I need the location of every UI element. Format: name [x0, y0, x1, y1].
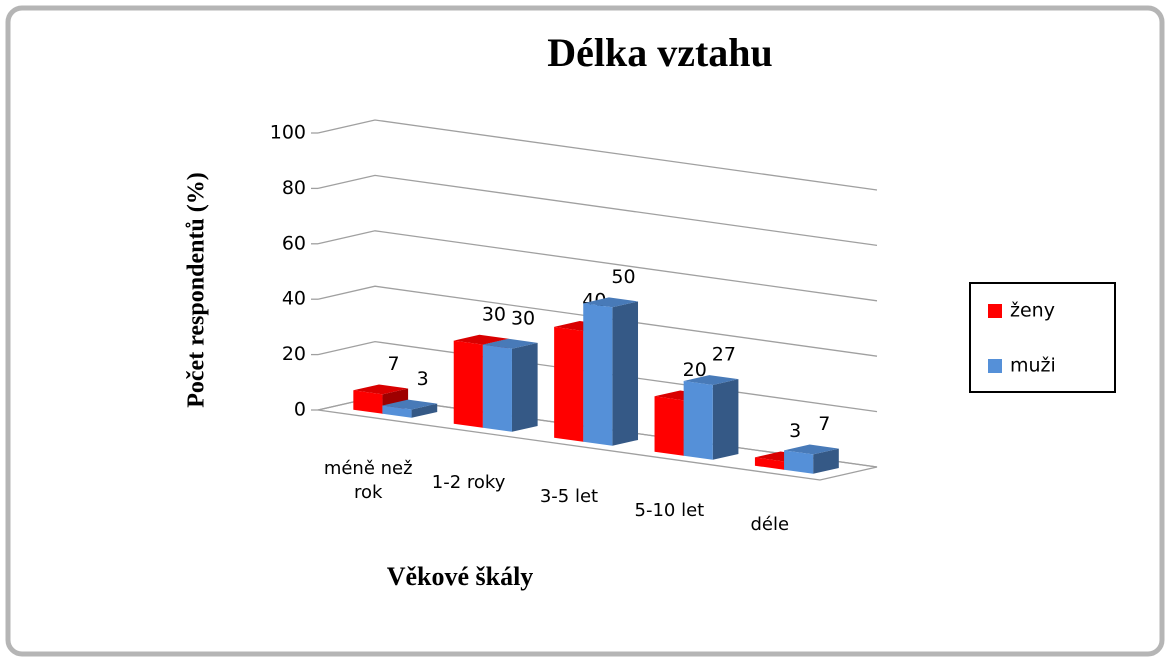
- value-label: 7: [387, 353, 399, 375]
- value-label: 3: [789, 420, 801, 442]
- bar-front: [554, 326, 584, 442]
- value-label: 50: [611, 266, 635, 288]
- bar-top: [482, 338, 538, 349]
- x-tick-label: 3-5 let: [539, 486, 599, 507]
- grid-line: [317, 119, 878, 191]
- bar-front: [482, 344, 512, 432]
- x-axis-title: Věkové škály: [387, 562, 534, 591]
- x-tick-label: 5-10 let: [634, 500, 705, 521]
- bar-front: [683, 380, 713, 460]
- bar: [382, 399, 438, 418]
- bar-side: [712, 379, 739, 460]
- value-label: 3: [417, 368, 429, 390]
- grid-line: [317, 174, 878, 247]
- bar-front: [583, 303, 613, 446]
- bar-side: [511, 342, 538, 432]
- bar-side: [612, 301, 639, 446]
- legend: [969, 282, 1116, 393]
- bar-top: [453, 334, 509, 345]
- legend-label: ženy: [1010, 300, 1055, 322]
- bar-top: [683, 375, 739, 386]
- bar-front: [353, 390, 383, 414]
- y-tick-label: 100: [270, 122, 306, 144]
- bar-front: [654, 396, 684, 456]
- bar-side: [813, 448, 839, 474]
- bar-front: [382, 405, 412, 418]
- bar-front: [754, 457, 785, 470]
- legend-swatch: [988, 359, 1002, 373]
- value-label: 27: [712, 344, 736, 366]
- y-tick-label: 60: [282, 232, 306, 254]
- y-axis-title: Počet respondentů (%): [184, 172, 210, 408]
- legend-label: muži: [1010, 355, 1056, 377]
- bar-top: [784, 444, 839, 455]
- y-tick-label: 40: [282, 288, 306, 310]
- x-tick-label: méně než rok: [323, 458, 413, 503]
- bar: [583, 297, 639, 446]
- value-label: 30: [511, 307, 535, 329]
- bar-front: [784, 450, 814, 474]
- grid-line: [317, 285, 878, 357]
- x-tick-label: déle: [750, 514, 790, 535]
- grid-line: [317, 230, 878, 302]
- bar: [683, 375, 739, 460]
- x-tick-label: 1-2 roky: [431, 472, 506, 493]
- bar-side: [411, 403, 438, 418]
- y-tick-label: 80: [282, 177, 306, 199]
- bar-top: [353, 384, 409, 395]
- legend-swatch: [988, 304, 1002, 318]
- bar-top: [583, 297, 639, 308]
- chart-title: Délka vztahu: [547, 30, 773, 75]
- value-label: 7: [818, 413, 830, 435]
- bar: [784, 444, 839, 474]
- y-tick-label: 20: [282, 343, 306, 365]
- bar-front: [453, 340, 483, 428]
- y-tick-label: 0: [294, 399, 306, 421]
- bar-top: [382, 399, 438, 410]
- bar: [482, 338, 538, 432]
- value-label: 30: [482, 303, 506, 325]
- value-label: 20: [683, 359, 707, 381]
